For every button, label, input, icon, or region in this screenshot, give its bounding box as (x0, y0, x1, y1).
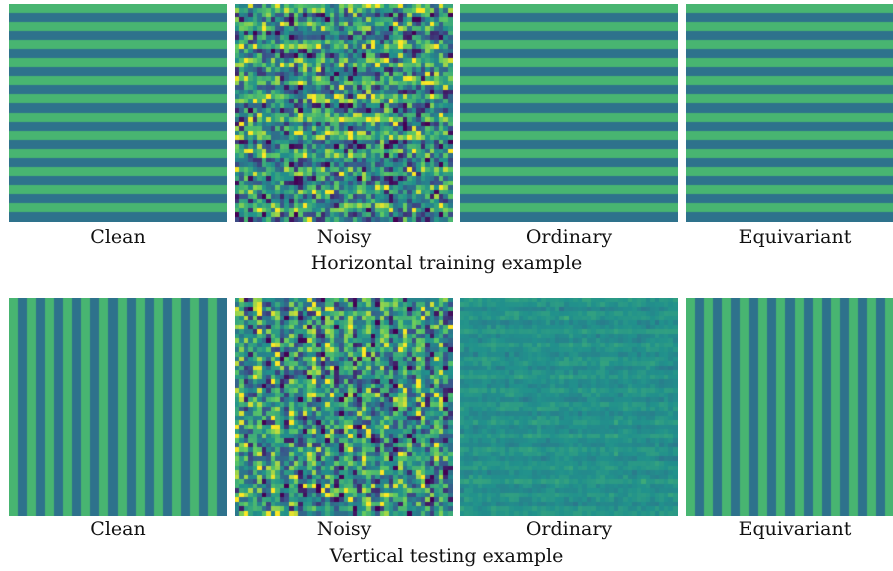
panel-label-noisy: Noisy (316, 518, 372, 540)
panel-horizontal-equivariant (686, 4, 893, 222)
panel-label-equivariant: Equivariant (738, 226, 852, 248)
panel-vertical-noisy (235, 298, 453, 516)
panel-label-clean: Clean (90, 518, 146, 540)
row-caption-vertical: Vertical testing example (329, 545, 564, 567)
stripe-image (686, 298, 893, 516)
panel-label-ordinary: Ordinary (525, 226, 613, 248)
stripe-image (235, 298, 453, 516)
panel-label-clean: Clean (90, 226, 146, 248)
panel-label-ordinary: Ordinary (525, 518, 613, 540)
stripe-image (460, 298, 678, 516)
row-caption-horizontal: Horizontal training example (310, 252, 583, 274)
panel-vertical-equivariant (686, 298, 893, 516)
stripe-image (460, 4, 678, 222)
panel-vertical-clean (9, 298, 227, 516)
panel-vertical-ordinary (460, 298, 678, 516)
stripe-image (235, 4, 453, 222)
stripe-image (9, 298, 227, 516)
panel-horizontal-noisy (235, 4, 453, 222)
panel-label-equivariant: Equivariant (738, 518, 852, 540)
stripe-image (9, 4, 227, 222)
panel-label-noisy: Noisy (316, 226, 372, 248)
panel-horizontal-ordinary (460, 4, 678, 222)
panel-horizontal-clean (9, 4, 227, 222)
stripe-image (686, 4, 893, 222)
